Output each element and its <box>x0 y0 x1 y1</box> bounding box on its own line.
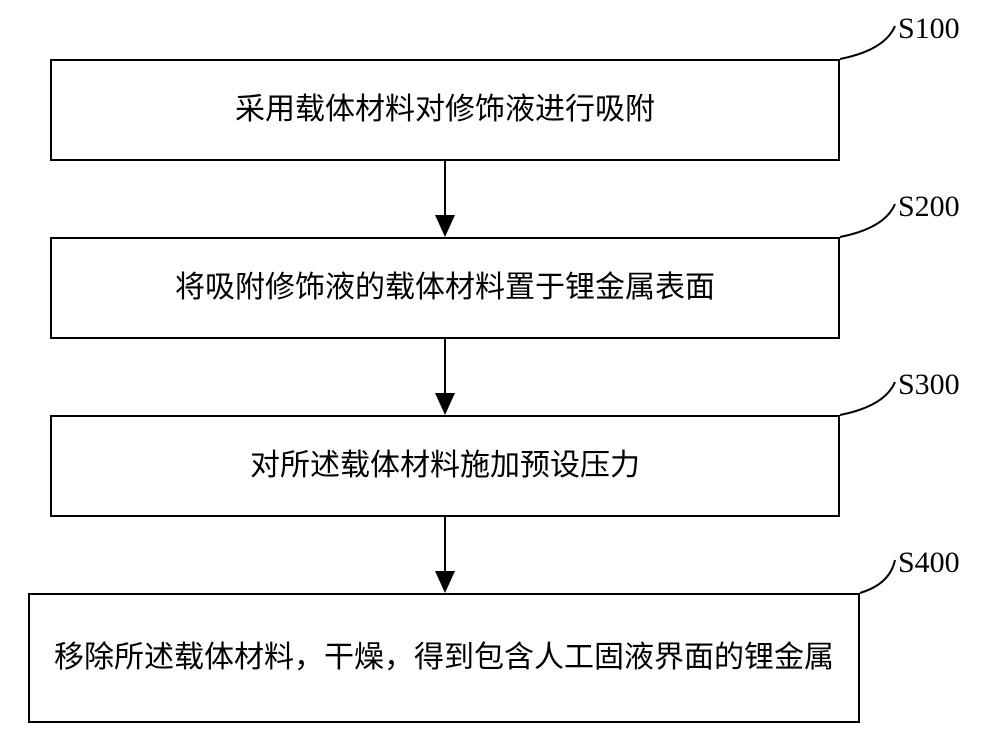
flow-edge-arrow-2 <box>435 571 455 593</box>
flow-node-s300: 对所述载体材料施加预设压力 <box>50 415 840 517</box>
step-label-s100: S100 <box>898 12 960 46</box>
step-label-s200: S200 <box>898 190 960 224</box>
flowchart-canvas: 采用载体材料对修饰液进行吸附将吸附修饰液的载体材料置于锂金属表面对所述载体材料施… <box>0 0 1000 751</box>
flow-edge-arrow-0 <box>435 215 455 237</box>
flow-node-s400: 移除所述载体材料，干燥，得到包含人工固液界面的锂金属 <box>28 593 860 723</box>
flow-edge-arrow-1 <box>435 393 455 415</box>
leader-curve-s300 <box>840 382 895 415</box>
leader-curve-s200 <box>840 204 895 237</box>
leader-curve-s400 <box>860 560 895 593</box>
leader-curve-s100 <box>840 26 895 59</box>
step-label-s300: S300 <box>898 368 960 402</box>
flow-node-s100: 采用载体材料对修饰液进行吸附 <box>50 59 840 161</box>
step-label-s400: S400 <box>898 546 960 580</box>
flow-node-s200: 将吸附修饰液的载体材料置于锂金属表面 <box>50 237 840 339</box>
